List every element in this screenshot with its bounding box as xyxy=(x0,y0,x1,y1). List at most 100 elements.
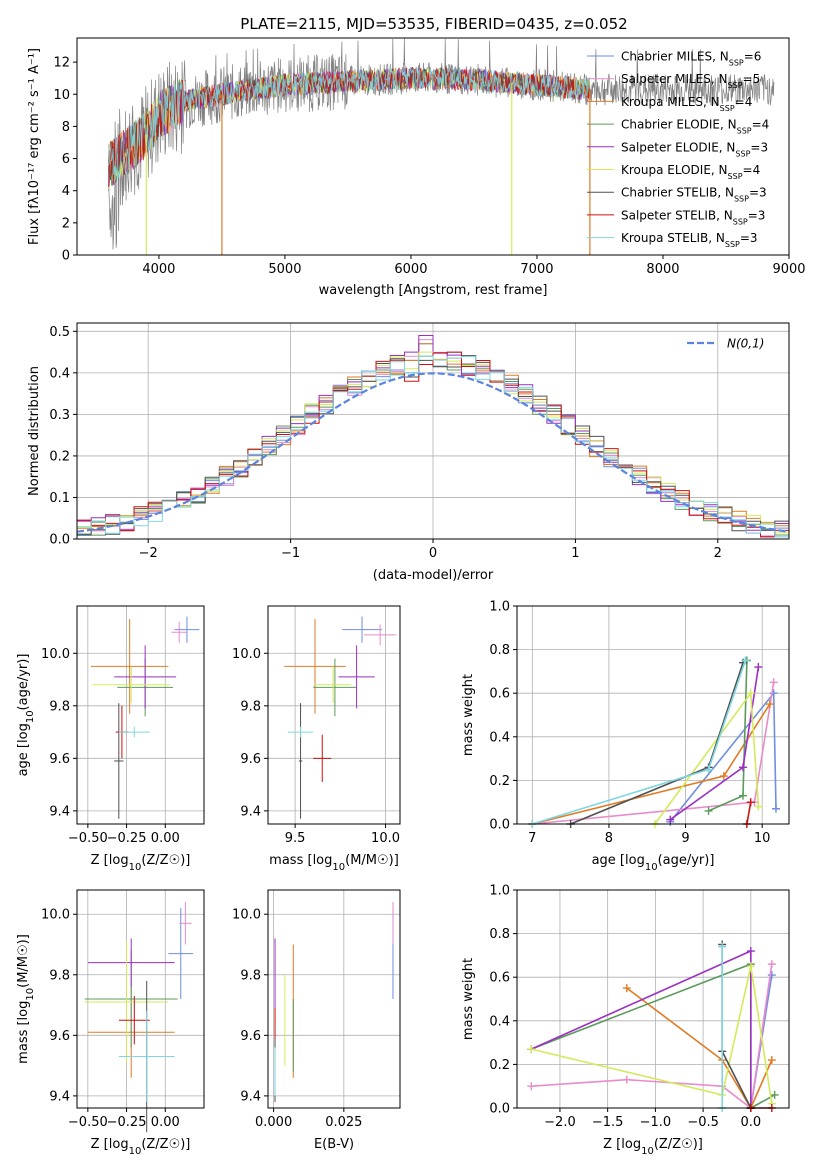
age_vs_mass-ytick-label: 10.0 xyxy=(232,647,261,662)
mass-weight-line xyxy=(626,987,773,1110)
mass-weight-marker xyxy=(769,678,778,687)
residuals-xtick-label: 2 xyxy=(714,546,722,561)
mass_vs_ebv-ytick-label: 9.6 xyxy=(240,1029,261,1044)
mass_weight_vs_Z-xtick-label: −2.0 xyxy=(544,1115,576,1130)
spectrum-model-line xyxy=(108,66,590,185)
mass_weight_vs_Z-panel: −2.0 −1.5 −1.0 −0.5 0.0 0.0 0.2 0.4 0.6 0.8 1.0 Z [… xyxy=(461,884,790,1157)
age_vs_mass-ytick-label: 9.6 xyxy=(240,752,261,767)
age_vs_mass-frame xyxy=(267,605,401,825)
mass_vs_Z-xtick-label: −0.25 xyxy=(107,1115,147,1130)
mass-weight-line xyxy=(532,682,775,825)
mass_weight_vs_age-xtick-label: 7 xyxy=(528,831,536,846)
spectrum-model-line xyxy=(108,66,590,188)
residuals-xlabel: (data-model)/error xyxy=(373,568,494,583)
mass_weight_vs_Z-xtick-label: −1.5 xyxy=(592,1115,624,1130)
mass_vs_Z-xlabel: Z [log10(Z/Z☉)] xyxy=(91,1137,191,1157)
mass_weight_vs_Z-ytick-label: 0.6 xyxy=(489,971,510,986)
spectrum-ytick-label: 4 xyxy=(62,184,70,199)
mass_vs_Z-ytick-label: 9.4 xyxy=(49,1089,70,1104)
spectrum-ylabel: Flux [fλ10⁻¹⁷ erg cm⁻² s⁻¹ A⁻¹] xyxy=(27,48,42,245)
mass_weight_vs_age-ylabel: mass weight xyxy=(461,674,476,756)
age_vs_Z-ytick-label: 9.8 xyxy=(49,699,70,714)
mass_vs_Z-ytick-label: 9.6 xyxy=(49,1029,70,1044)
spectrum-lines xyxy=(108,38,775,255)
figure-title: PLATE=2115, MJD=53535, FIBERID=0435, z=0… xyxy=(240,15,627,33)
age_vs_mass-ytick-label: 9.4 xyxy=(240,804,261,819)
residuals-ytick-label: 0.3 xyxy=(49,408,70,423)
mass_weight_vs_age-ytick-label: 0.0 xyxy=(489,818,510,833)
mass_vs_ebv-xlabel: E(B-V) xyxy=(314,1137,354,1152)
residuals-xtick-label: −1 xyxy=(281,546,300,561)
residuals-ytick-label: 0.4 xyxy=(49,366,70,381)
spectrum-xtick-label: 9000 xyxy=(772,262,805,277)
legend-label: Salpeter STELIB, NSSP=3 xyxy=(621,208,765,226)
mass-weight-marker xyxy=(704,806,713,815)
mass_weight_vs_Z-ylabel: mass weight xyxy=(461,958,476,1040)
mass_weight_vs_age-ytick-label: 0.2 xyxy=(489,774,510,789)
mass_vs_ebv-ytick-label: 9.8 xyxy=(240,968,261,983)
mass-weight-marker xyxy=(704,765,713,774)
mass_vs_Z-panel: −0.50−0.25 0.00 9.4 9.6 9.8 10.0 Z [log10(Z/Z☉… xyxy=(16,889,205,1157)
age_vs_Z-frame xyxy=(76,605,205,825)
spectrum-model-line xyxy=(108,67,590,180)
mass-weight-marker xyxy=(718,942,727,951)
age_vs_Z-xtick-label: 0.00 xyxy=(151,831,180,846)
age_vs_Z-ylabel: age [log10(age/yr)] xyxy=(16,654,36,777)
age_vs_mass-xlabel: mass [log10(M/M☉)] xyxy=(269,853,399,873)
mass_weight_vs_age-xlabel: age [log10(age/yr)] xyxy=(592,853,715,873)
legend-label: Chabrier STELIB, NSSP=3 xyxy=(621,186,767,204)
mass-weight-marker xyxy=(767,960,776,969)
mass-weight-marker xyxy=(771,804,780,813)
mass-weight-marker xyxy=(622,1075,631,1084)
mass-weight-marker xyxy=(666,815,675,824)
mass-weight-line xyxy=(531,966,773,1104)
mass-weight-marker xyxy=(741,656,750,665)
legend-label: Chabrier ELODIE, NSSP=4 xyxy=(621,118,769,136)
mass-weight-marker xyxy=(754,802,763,811)
mass_vs_Z-xtick-label: 0.00 xyxy=(151,1115,180,1130)
mass_weight_vs_Z-xtick-label: 0.0 xyxy=(740,1115,761,1130)
spectrum-ytick-label: 8 xyxy=(62,120,70,135)
spectrum-ytick-label: 2 xyxy=(62,216,70,231)
mass_vs_ebv-ytick-label: 9.4 xyxy=(240,1089,261,1104)
mass_weight_vs_Z-xtick-label: −1.0 xyxy=(640,1115,672,1130)
mass_weight_vs_Z-xlabel: Z [log10(Z/Z☉)] xyxy=(603,1137,703,1157)
residuals-ylabel: Normed distribution xyxy=(27,366,42,496)
mass-weight-marker xyxy=(746,947,755,956)
spectrum-xtick-label: 5000 xyxy=(268,262,301,277)
residuals-ytick-label: 0.0 xyxy=(49,533,70,548)
mass-weight-marker xyxy=(746,798,755,807)
legend-label: Kroupa STELIB, NSSP=3 xyxy=(621,231,758,249)
legend-label: Chabrier MILES, NSSP=6 xyxy=(621,50,761,68)
mass-weight-marker xyxy=(739,763,748,772)
mass_weight_vs_age-ytick-label: 0.6 xyxy=(489,687,510,702)
mass_weight_vs_age-ytick-label: 0.8 xyxy=(489,643,510,658)
mass-weight-marker xyxy=(767,971,776,980)
mass-weight-marker xyxy=(754,663,763,672)
mass_weight_vs_age-ytick-label: 0.4 xyxy=(489,730,510,745)
mass-weight-marker xyxy=(765,700,774,709)
mass_vs_Z-xtick-label: −0.50 xyxy=(68,1115,108,1130)
spectrum-ytick-label: 10 xyxy=(53,88,70,103)
mass-weight-marker xyxy=(746,689,755,698)
mass-weight-line xyxy=(654,690,760,825)
mass-weight-marker xyxy=(746,962,755,971)
age_vs_mass-xtick-label: 10.0 xyxy=(371,831,400,846)
spectrum-xtick-label: 7000 xyxy=(520,262,553,277)
age_vs_mass-xtick-label: 9.5 xyxy=(285,831,306,846)
residuals-ytick-label: 0.5 xyxy=(49,325,70,340)
mass-weight-marker xyxy=(527,1082,536,1091)
mass-weight-marker xyxy=(739,791,748,800)
residuals-ytick-label: 0.2 xyxy=(49,449,70,464)
mass_vs_ebv-xtick-label: 0.025 xyxy=(325,1115,362,1130)
residuals-frame xyxy=(76,322,790,540)
residuals-xtick-label: 0 xyxy=(429,546,437,561)
residuals-ytick-label: 0.1 xyxy=(49,491,70,506)
age_vs_Z-panel: −0.50−0.25 0.00 9.4 9.6 9.8 10.0 Z [log10(Z/Z☉… xyxy=(16,605,205,873)
mass-weight-marker xyxy=(622,984,631,993)
mass_vs_ebv-frame xyxy=(267,889,401,1109)
residuals-xtick-label: 1 xyxy=(571,546,579,561)
mass_weight_vs_age-panel: 7 8 9 10 0.0 0.2 0.4 0.6 0.8 1.0 age [log10(age/yr… xyxy=(461,600,790,873)
spectrum-ytick-label: 12 xyxy=(53,56,70,71)
